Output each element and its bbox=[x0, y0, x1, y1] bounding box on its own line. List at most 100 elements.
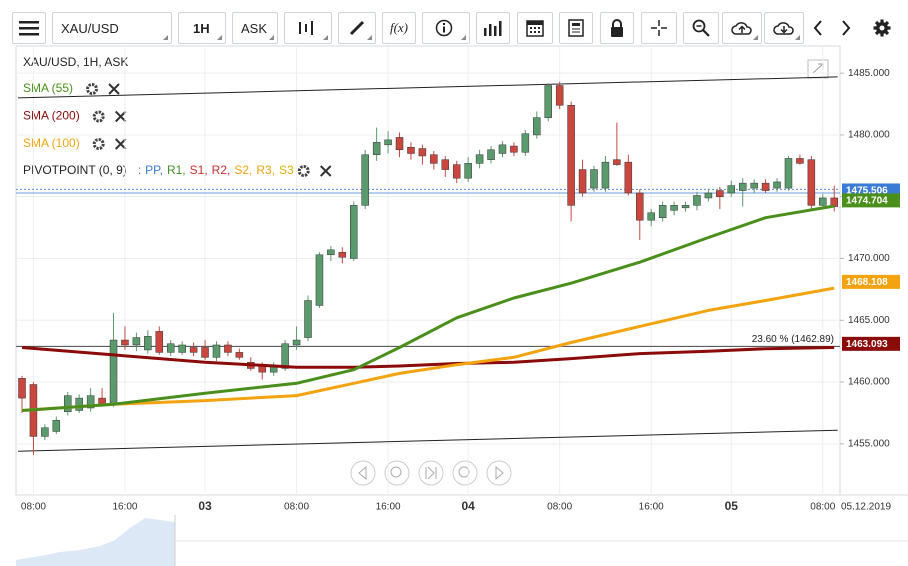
candle-body bbox=[704, 192, 713, 199]
sma-line bbox=[21, 204, 835, 412]
candle-body bbox=[121, 339, 129, 346]
pivot-level: PP, bbox=[145, 163, 163, 177]
candle-body bbox=[338, 252, 347, 258]
candle-body bbox=[315, 254, 324, 306]
legend-entry: SMA (100) bbox=[23, 136, 80, 150]
candle-body bbox=[281, 343, 289, 369]
candle-body bbox=[292, 339, 301, 346]
remove-icon bbox=[108, 83, 120, 95]
candle-body bbox=[521, 133, 530, 153]
candle-body bbox=[75, 397, 83, 411]
date-label: 05.12.2019 bbox=[841, 502, 891, 513]
candle-body bbox=[658, 205, 667, 218]
news-button[interactable] bbox=[559, 12, 593, 44]
nav-buttons bbox=[350, 460, 512, 486]
y-tick-label: 1470.000 bbox=[848, 253, 890, 264]
candle-body bbox=[155, 331, 164, 353]
candle-body bbox=[464, 163, 472, 179]
candle-body bbox=[178, 344, 186, 353]
candle-body bbox=[350, 205, 358, 259]
sma-tag-label: 1474.704 bbox=[846, 196, 888, 207]
navigator bbox=[16, 515, 908, 566]
plot-frame bbox=[15, 45, 841, 496]
reset-icon bbox=[425, 466, 437, 480]
zoom-in-button[interactable] bbox=[452, 460, 478, 486]
chart-type-button[interactable] bbox=[284, 12, 332, 44]
y-tick-label: 1455.000 bbox=[848, 438, 890, 449]
candle-body bbox=[761, 182, 770, 191]
info-button[interactable] bbox=[422, 12, 470, 44]
candle-body bbox=[452, 164, 461, 179]
candle-body bbox=[224, 344, 232, 353]
settings-button[interactable] bbox=[868, 12, 896, 44]
candle-body bbox=[578, 169, 587, 194]
pivot-level: R1, bbox=[167, 163, 186, 177]
candle-body bbox=[166, 343, 175, 353]
candle-body bbox=[727, 185, 736, 194]
candle-body bbox=[510, 145, 518, 153]
prev-button[interactable] bbox=[806, 12, 830, 44]
symbol: XAU/USD bbox=[61, 20, 119, 36]
sma-tag-label: 1463.093 bbox=[846, 339, 888, 350]
candle-body bbox=[361, 154, 369, 206]
crosshair-button[interactable] bbox=[641, 12, 677, 44]
remove-icon bbox=[114, 110, 127, 123]
x-tick-label: 08:00 bbox=[21, 502, 46, 513]
candle-body bbox=[567, 105, 575, 206]
candle-body bbox=[41, 427, 49, 437]
zoom-button[interactable] bbox=[683, 12, 719, 44]
calendar-button[interactable] bbox=[517, 12, 553, 44]
download-button[interactable] bbox=[764, 12, 804, 44]
candle-body bbox=[693, 195, 701, 206]
pivot-level: R3, bbox=[256, 163, 275, 177]
y-tick-label: 1465.000 bbox=[848, 315, 890, 326]
volume-button[interactable] bbox=[476, 12, 510, 44]
interval-select[interactable]: 1H bbox=[178, 12, 226, 44]
x-tick-label: 04 bbox=[461, 499, 475, 513]
zoom-out-button[interactable] bbox=[384, 460, 410, 486]
x-tick-label: 08:00 bbox=[284, 502, 309, 513]
draw-button[interactable] bbox=[338, 12, 376, 44]
indicators-button[interactable]: f(x) bbox=[382, 12, 416, 44]
candle-body bbox=[52, 420, 61, 432]
settings-icon[interactable] bbox=[86, 83, 99, 95]
candle-body bbox=[98, 397, 106, 405]
candle-body bbox=[86, 395, 95, 409]
x-tick-label: 08:00 bbox=[547, 502, 572, 513]
pan-right-button[interactable] bbox=[486, 460, 512, 486]
y-tick-label: 1460.000 bbox=[848, 377, 890, 388]
candle-body bbox=[773, 181, 781, 189]
legend-entry: SMA (200) bbox=[23, 109, 80, 123]
sma-line bbox=[21, 286, 835, 412]
symbol-select[interactable]: XAU/USD bbox=[52, 12, 172, 44]
y-tick-label: 1480.000 bbox=[848, 130, 890, 141]
candle-body bbox=[430, 154, 438, 164]
candle-body bbox=[738, 182, 747, 191]
price-type-select[interactable]: ASK bbox=[232, 12, 278, 44]
candle-body bbox=[681, 205, 690, 209]
sma-line bbox=[21, 346, 835, 369]
candle-body bbox=[189, 347, 198, 353]
pan-left-button[interactable] bbox=[350, 460, 376, 486]
candle-body bbox=[670, 205, 678, 211]
x-tick-label: 03 bbox=[198, 499, 212, 513]
candle-body bbox=[498, 144, 507, 154]
lock-button[interactable] bbox=[600, 12, 634, 44]
x-tick-label: 05 bbox=[725, 499, 739, 513]
next-button[interactable] bbox=[834, 12, 858, 44]
legend-entry: SMA (55) bbox=[23, 81, 73, 95]
upload-button[interactable] bbox=[722, 12, 762, 44]
candle-body bbox=[384, 139, 392, 146]
settings-icon[interactable] bbox=[92, 110, 105, 123]
candle-body bbox=[533, 117, 541, 136]
candle-body bbox=[407, 147, 415, 154]
pivot-level: S3 bbox=[279, 163, 294, 177]
pivot-level: R2, bbox=[212, 163, 231, 177]
x-tick-label: 16:00 bbox=[376, 502, 401, 513]
menu-button[interactable] bbox=[12, 12, 46, 44]
reset-button[interactable] bbox=[418, 460, 444, 486]
candle-body bbox=[636, 192, 644, 221]
settings-icon[interactable] bbox=[297, 165, 310, 177]
settings-icon[interactable] bbox=[92, 138, 105, 150]
candle-body bbox=[132, 337, 141, 346]
